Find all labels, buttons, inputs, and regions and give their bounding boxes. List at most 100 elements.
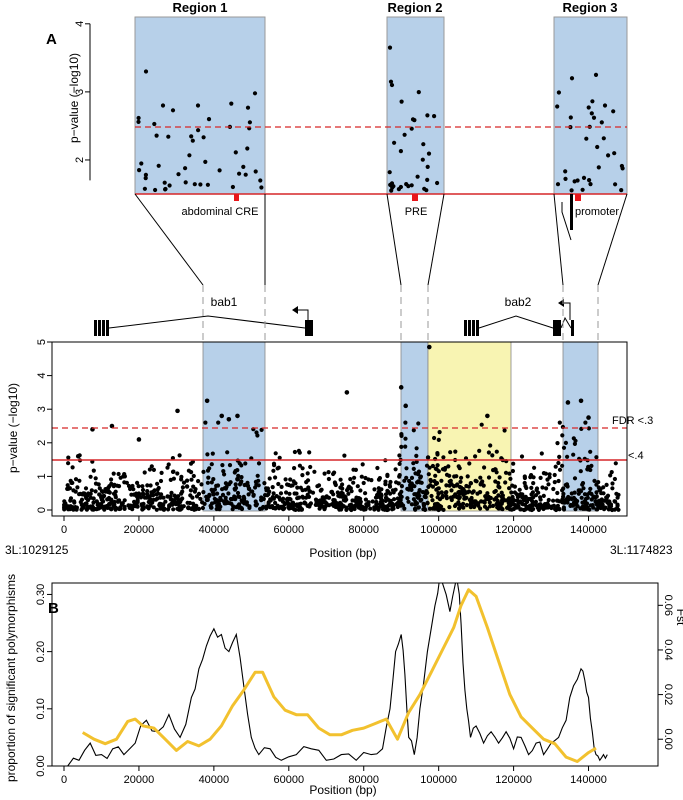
- snp-point: [409, 487, 414, 492]
- snp-point: [516, 501, 521, 506]
- snp-point: [349, 507, 354, 513]
- snp-point: [271, 491, 276, 496]
- snp-point: [406, 499, 411, 504]
- snp-point: [370, 499, 375, 504]
- snp-point: [198, 496, 203, 501]
- snp-point: [551, 498, 556, 503]
- snp-point: [132, 499, 137, 504]
- snp-point: [172, 493, 177, 498]
- snp-point: [93, 489, 98, 494]
- snp-point: [412, 492, 417, 497]
- snp-point: [551, 486, 556, 492]
- snp-point: [443, 490, 448, 495]
- snp-point: [560, 500, 565, 505]
- zoom-point: [589, 111, 594, 116]
- zoom-point: [591, 115, 597, 120]
- snp-point: [140, 491, 146, 496]
- zoom-point: [421, 142, 426, 147]
- snp-point: [101, 499, 106, 504]
- gene-bab1-model: [94, 306, 313, 336]
- snp-point-notable: [226, 416, 232, 422]
- snp-point: [152, 488, 157, 493]
- snp-point: [531, 481, 536, 486]
- zoom-point: [152, 121, 157, 127]
- snp-point: [145, 489, 150, 494]
- snp-point: [297, 463, 302, 468]
- snp-point: [552, 480, 557, 485]
- snp-point: [604, 482, 609, 487]
- snp-point: [216, 420, 221, 425]
- fdr-04-label: <.4: [628, 450, 644, 462]
- snp-point: [386, 503, 391, 508]
- snp-point: [553, 464, 558, 469]
- zoom-point: [160, 103, 166, 108]
- snp-point: [546, 482, 551, 487]
- snp-point: [209, 505, 214, 510]
- snp-point: [218, 504, 223, 509]
- zoom-point: [190, 138, 195, 143]
- snp-point: [356, 496, 361, 501]
- snp-point: [185, 500, 190, 505]
- snp-point: [503, 480, 508, 485]
- snp-point: [170, 456, 175, 461]
- snp-point-notable: [398, 385, 404, 390]
- snp-point: [444, 483, 449, 488]
- snp-point: [579, 495, 584, 500]
- snp-point: [266, 500, 271, 505]
- snp-point: [410, 483, 415, 488]
- snp-point: [335, 505, 340, 510]
- snp-point: [515, 494, 521, 500]
- snp-point: [338, 500, 343, 505]
- snp-point: [122, 480, 127, 485]
- snp-point-notable: [109, 423, 115, 429]
- snp-point: [556, 478, 561, 484]
- gene-bab1-label: bab1: [211, 295, 238, 309]
- zoom-point: [426, 151, 432, 156]
- snp-point: [171, 507, 176, 512]
- region-2-title: Region 2: [388, 0, 443, 15]
- zoom-point: [198, 182, 203, 187]
- snp-point: [73, 477, 79, 482]
- snp-point: [340, 482, 345, 487]
- panel-b-x-tick-label: 40000: [199, 774, 230, 786]
- snp-point: [616, 507, 621, 512]
- snp-point: [140, 507, 145, 512]
- snp-point: [478, 506, 483, 511]
- snp-point: [288, 477, 293, 482]
- snp-point: [307, 450, 312, 455]
- zoom-point: [593, 72, 599, 77]
- region-3-title: Region 3: [563, 0, 618, 15]
- snp-point: [293, 481, 298, 486]
- snp-point: [432, 435, 437, 441]
- snp-point: [68, 498, 73, 503]
- snp-point: [319, 504, 324, 509]
- snp-point-notable: [565, 400, 571, 405]
- snp-point: [185, 478, 190, 483]
- left-coordinate-label: 3L:1029125: [5, 543, 69, 557]
- snp-point: [148, 503, 153, 508]
- panel-b-right-tick-label: 0.02: [662, 684, 674, 705]
- panel-b-x-tick-label: 0: [61, 774, 67, 786]
- snp-point: [561, 507, 567, 512]
- snp-point: [487, 500, 492, 505]
- snp-point: [473, 454, 478, 459]
- snp-point: [99, 489, 105, 494]
- snp-point: [271, 468, 276, 473]
- panel-b-x-tick-label: 140000: [570, 774, 607, 786]
- snp-point: [372, 507, 377, 512]
- snp-point: [397, 461, 402, 466]
- main-x-tick-label: 60000: [274, 524, 305, 536]
- snp-point: [113, 493, 118, 498]
- snp-point: [209, 501, 215, 506]
- snp-point: [497, 475, 502, 480]
- snp-point-notable: [219, 413, 225, 419]
- zoom-point: [388, 79, 394, 84]
- snp-point: [397, 453, 402, 458]
- panel-b-x-tick-label: 120000: [495, 774, 532, 786]
- snp-point: [366, 477, 371, 482]
- snp-point: [430, 506, 435, 511]
- snp-point: [581, 486, 586, 491]
- snp-point: [239, 475, 244, 480]
- snp-point: [436, 469, 441, 474]
- snp-point: [435, 495, 440, 500]
